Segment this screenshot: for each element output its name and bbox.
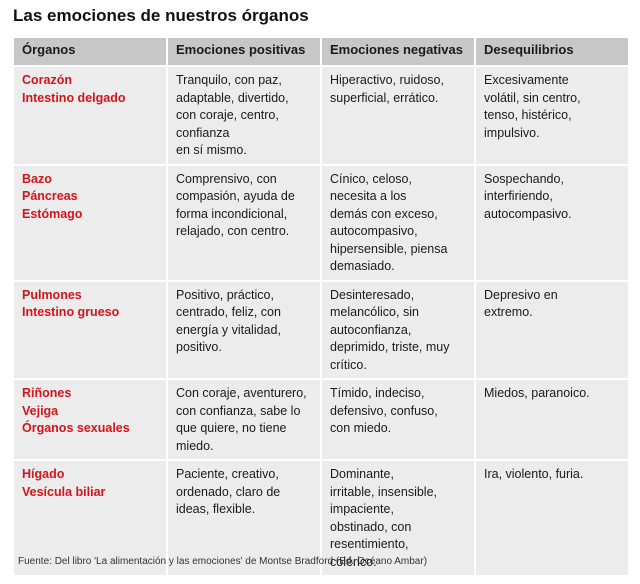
positive-emotions-cell: Paciente, creativo, ordenado, claro de ide…: [168, 461, 320, 575]
cell-line: Tímido, indeciso,: [330, 386, 425, 400]
organ-cell: Bazo Páncreas Estómago: [14, 165, 166, 280]
cell-line: impulsivo.: [484, 125, 540, 140]
cell-line: Páncreas: [22, 189, 78, 203]
organ-cell: Pulmones Intestino grueso: [14, 281, 166, 378]
cell-line: ideas, flexible.: [176, 502, 256, 516]
cell-line: Vejiga: [22, 403, 59, 418]
cell-line: interfiriendo,: [484, 189, 553, 203]
cell-line: Ira, violento, furia.: [484, 467, 584, 481]
cell-line: demasiado.: [330, 259, 395, 273]
cell-line: autocompasivo.: [484, 206, 572, 221]
table-row: Riñones Vejiga Órganos sexuales Con coraje,…: [14, 380, 628, 459]
header-organs: Órganos: [14, 38, 166, 65]
cell-line: positivo.: [176, 340, 222, 354]
table-row: Bazo Páncreas Estómago Comprensivo, con comp…: [14, 165, 628, 280]
cell-line: superficial, errático.: [330, 90, 439, 105]
cell-line: Hígado: [22, 467, 65, 481]
cell-line: confianza: [176, 125, 230, 140]
table-body: Corazón Intestino delgado Tranquilo, con p…: [14, 67, 628, 575]
cell-line: volátil, sin centro,: [484, 90, 581, 105]
cell-line: extremo.: [484, 305, 533, 319]
cell-line: en sí mismo.: [176, 143, 247, 157]
cell-line: Dominante,: [330, 467, 394, 481]
cell-line: Corazón: [22, 73, 72, 87]
imbalance-cell: Miedos, paranoico.: [476, 380, 628, 459]
cell-line: energía y vitalidad,: [176, 322, 281, 337]
table-row: Hígado Vesícula biliar Paciente, creativo,…: [14, 461, 628, 575]
cell-line: colérico.: [330, 554, 377, 569]
cell-line: Hiperactivo, ruidoso,: [330, 73, 444, 87]
positive-emotions-cell: Positivo, práctico, centrado, feliz, con e…: [168, 281, 320, 378]
cell-line: tenso, histérico,: [484, 108, 572, 122]
negative-emotions-cell: Tímido, indeciso, defensivo, confuso, con …: [322, 380, 474, 459]
cell-line: con coraje, centro,: [176, 108, 279, 122]
cell-line: Positivo, práctico,: [176, 287, 274, 302]
cell-line: autoconfianza,: [330, 322, 412, 337]
cell-line: con confianza, sabe lo: [176, 403, 301, 418]
organ-cell: Riñones Vejiga Órganos sexuales: [14, 380, 166, 459]
cell-line: Órganos sexuales: [22, 421, 130, 435]
negative-emotions-cell: Desinteresado, melancólico, sin autoconfia…: [322, 281, 474, 378]
header-positive-emotions: Emociones positivas: [168, 38, 320, 65]
cell-line: Miedos, paranoico.: [484, 386, 590, 400]
imbalance-cell: Excesivamente volátil, sin centro, tenso, …: [476, 67, 628, 164]
cell-line: ordenado, claro de: [176, 484, 281, 499]
imbalance-cell: Depresivo en extremo.: [476, 281, 628, 378]
cell-line: centrado, feliz, con: [176, 305, 281, 319]
negative-emotions-cell: Hiperactivo, ruidoso, superficial, erráti…: [322, 67, 474, 164]
negative-emotions-cell: Cínico, celoso, necesita a los demás con e…: [322, 165, 474, 280]
cell-line: Cínico, celoso,: [330, 171, 412, 186]
cell-line: con miedo.: [330, 421, 392, 435]
imbalance-cell: Ira, violento, furia.: [476, 461, 628, 575]
cell-line: Comprensivo, con: [176, 171, 277, 186]
cell-line: Paciente, creativo,: [176, 467, 279, 481]
cell-line: autocompasivo,: [330, 224, 418, 238]
cell-line: miedo.: [176, 438, 214, 453]
organ-cell: Hígado Vesícula biliar: [14, 461, 166, 575]
cell-line: necesita a los: [330, 189, 407, 203]
cell-line: Pulmones: [22, 287, 82, 302]
cell-line: Vesícula biliar: [22, 484, 106, 499]
header-negative-emotions: Emociones negativas: [322, 38, 474, 65]
cell-line: Riñones: [22, 386, 72, 400]
cell-line: Depresivo en: [484, 287, 558, 302]
cell-line: demás con exceso,: [330, 206, 438, 221]
cell-line: resentimiento,: [330, 537, 409, 551]
positive-emotions-cell: Tranquilo, con paz, adaptable, divertido,…: [168, 67, 320, 164]
cell-line: impaciente,: [330, 502, 394, 516]
emotions-table: Órganos Emociones positivas Emociones ne…: [12, 36, 630, 577]
source-note: Fuente: Del libro 'La alimentación y las…: [18, 556, 428, 567]
cell-line: Sospechando,: [484, 171, 564, 186]
cell-line: defensivo, confuso,: [330, 403, 438, 418]
cell-line: Intestino grueso: [22, 305, 120, 319]
cell-line: Intestino delgado: [22, 90, 126, 105]
cell-line: Excesivamente: [484, 73, 569, 87]
negative-emotions-cell: Dominante, irritable, insensible, impacien…: [322, 461, 474, 575]
cell-line: melancólico, sin: [330, 305, 419, 319]
positive-emotions-cell: Con coraje, aventurero, con confianza, sa…: [168, 380, 320, 459]
cell-line: forma incondicional,: [176, 206, 288, 221]
cell-line: hipersensible, piensa: [330, 241, 448, 256]
cell-line: Con coraje, aventurero,: [176, 386, 307, 400]
cell-line: compasión, ayuda de: [176, 189, 295, 203]
cell-line: Tranquilo, con paz,: [176, 73, 282, 87]
cell-line: Estómago: [22, 206, 83, 221]
table-row: Corazón Intestino delgado Tranquilo, con p…: [14, 67, 628, 164]
cell-line: relajado, con centro.: [176, 224, 290, 238]
cell-line: crítico.: [330, 357, 367, 372]
table-row: Pulmones Intestino grueso Positivo, prácti…: [14, 281, 628, 378]
cell-line: irritable, insensible,: [330, 484, 437, 499]
cell-line: adaptable, divertido,: [176, 90, 289, 105]
header-imbalances: Desequilibrios: [476, 38, 628, 65]
positive-emotions-cell: Comprensivo, con compasión, ayuda de forma…: [168, 165, 320, 280]
cell-line: obstinado, con: [330, 519, 412, 534]
page-title: Las emociones de nuestros órganos: [13, 6, 309, 25]
organ-cell: Corazón Intestino delgado: [14, 67, 166, 164]
cell-line: Desinteresado,: [330, 287, 415, 302]
cell-line: deprimido, triste, muy: [330, 340, 450, 354]
cell-line: que quiere, no tiene: [176, 421, 287, 435]
cell-line: Bazo: [22, 171, 52, 186]
imbalance-cell: Sospechando, interfiriendo, autocompasivo.: [476, 165, 628, 280]
table-header-row: Órganos Emociones positivas Emociones ne…: [14, 38, 628, 65]
